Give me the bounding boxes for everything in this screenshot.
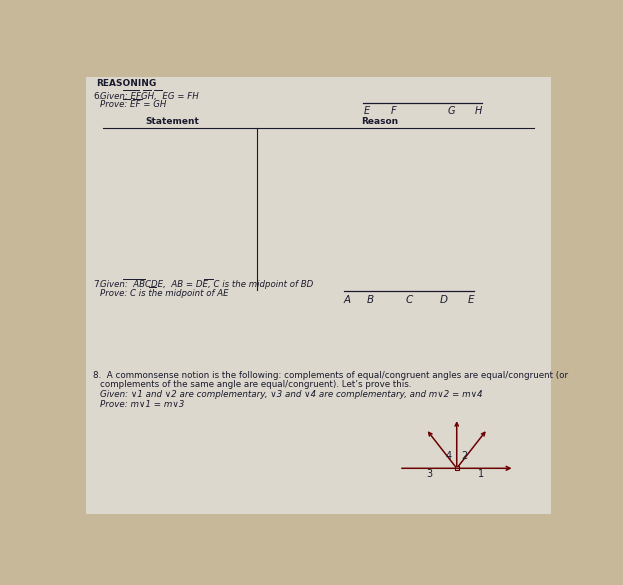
Text: E: E (467, 295, 474, 305)
Text: Statement: Statement (145, 118, 199, 126)
Text: complements of the same angle are equal/congruent). Let’s prove this.: complements of the same angle are equal/… (100, 380, 412, 389)
Bar (455, 466, 459, 470)
Text: F: F (391, 106, 396, 116)
Text: Given: EFGH,  EG = FH: Given: EFGH, EG = FH (100, 92, 199, 101)
Text: C: C (406, 295, 412, 305)
Text: 3: 3 (427, 469, 433, 480)
Text: D: D (440, 295, 448, 305)
Text: E: E (364, 106, 369, 116)
Text: Prove: EF = GH: Prove: EF = GH (100, 100, 166, 109)
FancyBboxPatch shape (85, 77, 551, 514)
Text: 1: 1 (478, 469, 485, 480)
Text: 8.  A commonsense notion is the following: complements of equal/congruent angles: 8. A commonsense notion is the following… (93, 370, 568, 380)
Text: REASONING: REASONING (97, 80, 156, 88)
Text: Prove: m∨1 = m∨3: Prove: m∨1 = m∨3 (100, 400, 184, 409)
Text: 7.: 7. (93, 280, 102, 290)
Text: 2: 2 (461, 451, 467, 461)
Text: Given: ∨1 and ∨2 are complementary, ∨3 and ∨4 are complementary, and m∨2 = m∨4: Given: ∨1 and ∨2 are complementary, ∨3 a… (100, 390, 483, 399)
Text: 4: 4 (446, 451, 452, 461)
Text: 6.: 6. (93, 92, 102, 101)
Text: H: H (475, 106, 482, 116)
Text: Prove: C is the midpoint of AE: Prove: C is the midpoint of AE (100, 289, 229, 298)
Text: Reason: Reason (361, 118, 398, 126)
Text: B: B (367, 295, 374, 305)
Text: G: G (447, 106, 455, 116)
Text: Given:  ABCDE,  AB = DE, C is the midpoint of BD: Given: ABCDE, AB = DE, C is the midpoint… (100, 280, 313, 290)
Text: A: A (344, 295, 351, 305)
